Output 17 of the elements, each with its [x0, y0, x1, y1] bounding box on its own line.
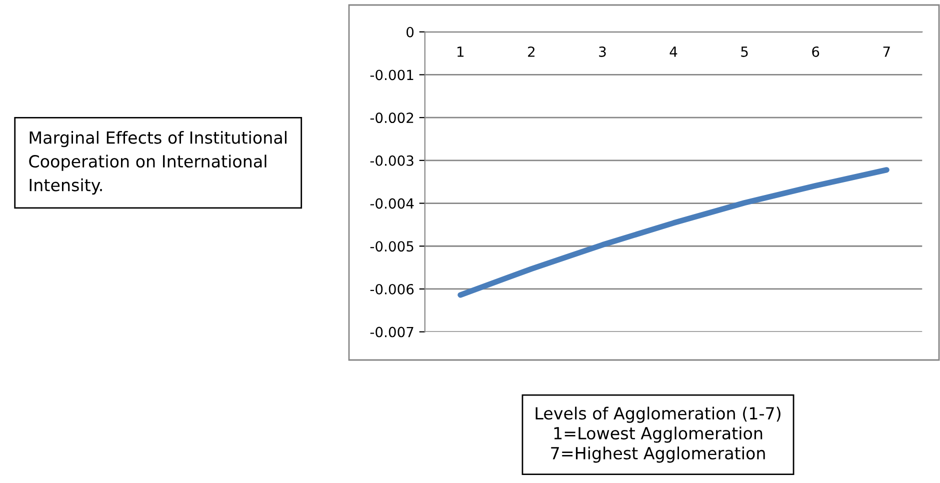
y-tick-label: -0.004 [370, 198, 414, 209]
y-tick-label: -0.007 [370, 326, 414, 338]
x-tick-label: 2 [528, 46, 534, 57]
y-tick-label: -0.003 [370, 155, 414, 166]
y-tick-label: -0.001 [370, 70, 414, 80]
y-tick-label: 0 [406, 26, 414, 38]
x-tick-label: 3 [599, 46, 606, 57]
y-tick-label: -0.005 [370, 241, 414, 252]
y-tick-label: -0.002 [370, 112, 414, 124]
x-axis-title: Levels of Agglomeration (1-7) 1=Lowest Agglomeration 7=Highest Agglomeration [536, 406, 780, 463]
x-tick-label: 7 [883, 46, 890, 57]
x-tick-label: 6 [812, 46, 820, 57]
y-tick-label: -0.006 [370, 284, 414, 294]
x-tick-label: 4 [670, 46, 678, 57]
text: Marginal Effects of Institutional Cooperation on International Intensity. [29, 130, 286, 195]
x-tick-label: 5 [741, 46, 748, 57]
x-tick-label: 1 [458, 46, 464, 57]
